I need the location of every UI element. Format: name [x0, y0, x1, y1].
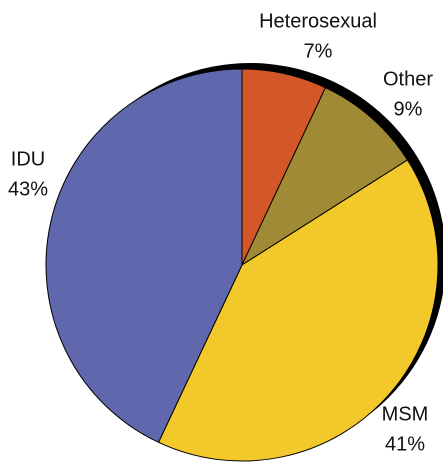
pie-slice — [157, 159, 439, 462]
slice-label: MSM — [382, 403, 429, 425]
slice-label: IDU — [11, 148, 45, 170]
slice-value-label: 7% — [304, 40, 333, 62]
pie-slice — [45, 68, 243, 444]
slice-label: Heterosexual — [259, 10, 377, 32]
pie-slice — [240, 86, 409, 267]
slice-value-label: 9% — [394, 98, 423, 120]
slice-value-label: 43% — [8, 178, 48, 200]
slice-value-label: 41% — [385, 433, 425, 455]
slice-label: Other — [383, 68, 433, 90]
